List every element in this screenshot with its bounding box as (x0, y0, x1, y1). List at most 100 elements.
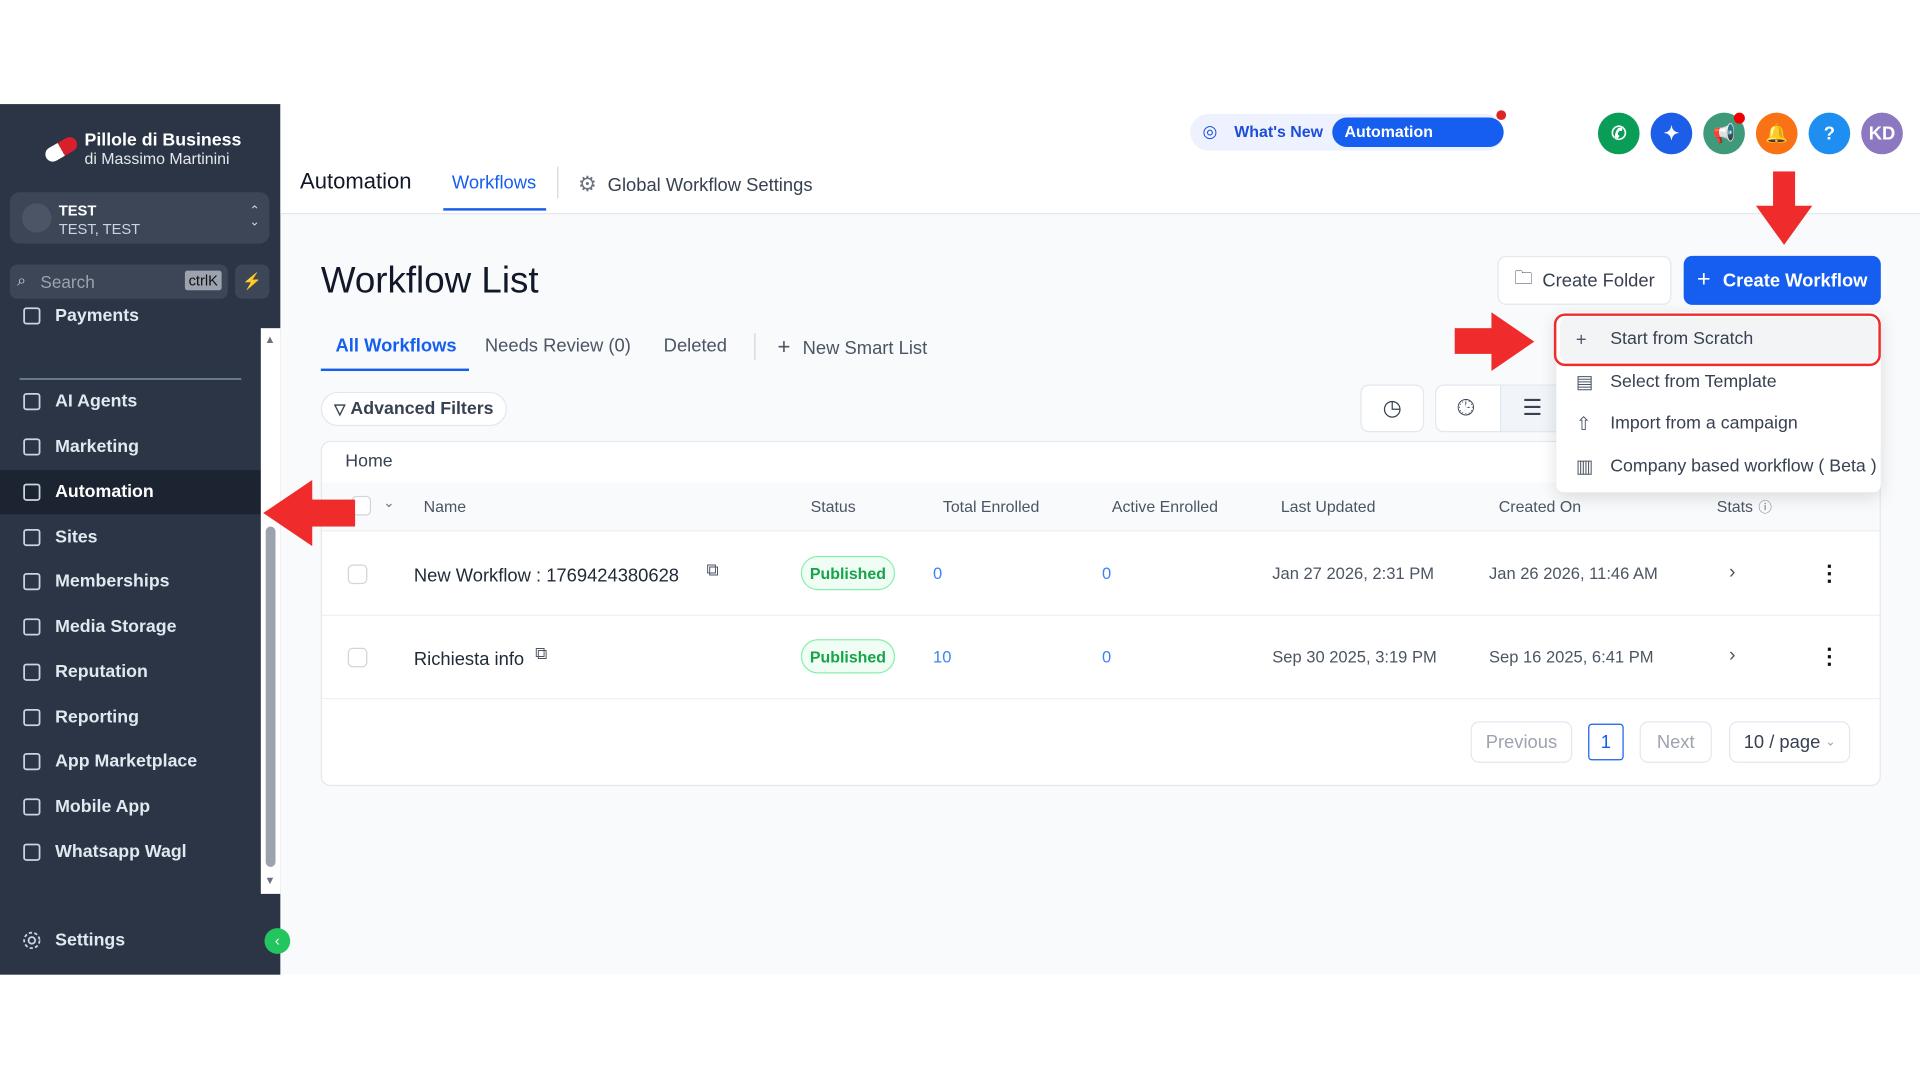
phone-icon[interactable]: ✆ (1597, 112, 1640, 155)
column-header-last-updated[interactable]: Last Updated (1280, 497, 1376, 516)
sidebar-item-label: Settings (55, 930, 126, 951)
sidebar-item-mobile-app[interactable]: Mobile App (0, 785, 261, 829)
new-smart-list-button[interactable]: + New Smart List (778, 334, 928, 360)
collapse-sidebar-button[interactable]: ‹ (264, 928, 291, 954)
status-badge: Published (800, 639, 896, 674)
created-on: Jan 26 2026, 11:46 AM (1488, 564, 1658, 583)
chevron-down-icon[interactable]: ⌄ (383, 495, 395, 511)
automation-updates-button[interactable]: Automation Updates (1332, 117, 1504, 170)
divider (557, 166, 559, 199)
external-link-icon[interactable]: ⧉ (706, 559, 719, 580)
scroll-down-icon[interactable]: ▼ (264, 874, 276, 887)
brand-subtitle: di Massimo Martinini (84, 149, 230, 168)
breadcrumb[interactable]: Home (345, 451, 393, 472)
column-header-stats[interactable]: Stats (1716, 497, 1754, 516)
sidebar-item-label: Sites (55, 527, 98, 548)
row-checkbox[interactable] (347, 564, 368, 585)
chevron-right-icon[interactable]: › (1728, 645, 1736, 667)
sidebar-item-reputation[interactable]: Reputation (0, 650, 261, 694)
external-link-icon[interactable]: ⧉ (535, 642, 548, 663)
sidebar-item-label: Reputation (55, 662, 148, 683)
button-label: Create Workflow (1722, 270, 1868, 291)
table-row[interactable] (322, 533, 1880, 616)
chevron-down-icon: ⌄ (1825, 735, 1836, 749)
row-checkbox[interactable] (347, 647, 368, 668)
column-header-status[interactable]: Status (810, 497, 856, 516)
total-enrolled-link[interactable]: 10 (933, 647, 952, 667)
quick-action-bolt-icon[interactable]: ⚡ (235, 264, 270, 299)
menu-item-import-from-a-campaign[interactable]: ⇧ Import from a campaign (1559, 403, 1879, 445)
menu-item-select-from-template[interactable]: ▤ Select from Template (1559, 361, 1879, 403)
column-header-active-enrolled[interactable]: Active Enrolled (1111, 497, 1219, 516)
sidebar-scrollbar[interactable]: ▲ ▼ (260, 328, 281, 894)
more-options-icon[interactable]: ⋮ (1818, 644, 1841, 669)
sidebar-item-settings[interactable]: Settings (0, 918, 261, 962)
app-title: Automation (300, 168, 412, 194)
plus-icon: + (1697, 266, 1711, 293)
column-header-name[interactable]: Name (423, 497, 467, 516)
tab-global-workflow-settings[interactable]: ⚙ Global Workflow Settings (578, 173, 813, 197)
membership-icon (23, 573, 41, 591)
tab-deleted[interactable]: Deleted (663, 335, 727, 357)
sidebar-item-media-storage[interactable]: Media Storage (0, 605, 261, 649)
automation-icon (23, 483, 41, 501)
page-size-select[interactable]: 10 / page ⌄ (1728, 721, 1851, 763)
chart-icon (23, 708, 41, 727)
previous-page-button[interactable]: Previous (1470, 721, 1573, 763)
image-icon (23, 618, 41, 636)
clock-icon[interactable]: 🕒︎ (1457, 395, 1475, 421)
menu-item-start-from-scratch[interactable]: + Start from Scratch (1559, 318, 1879, 360)
more-options-icon[interactable]: ⋮ (1818, 560, 1841, 586)
account-switcher[interactable]: TEST TEST, TEST ⌃ ⌄ (9, 192, 270, 244)
search-shortcut: ctrlK (184, 270, 222, 291)
sidebar-item-whatsapp-wagl[interactable]: Whatsapp Wagl (0, 830, 261, 874)
whats-new-pill[interactable]: ◎ What's New Automation Updates (1190, 110, 1507, 170)
megaphone-icon[interactable]: 📢 (1703, 112, 1745, 155)
menu-item-label: Company based workflow ( Beta ) (1610, 456, 1877, 476)
menu-item-company-based-workflow-beta[interactable]: ▥ Company based workflow ( Beta ) (1559, 445, 1879, 487)
advanced-filters-button[interactable]: ▽ Advanced Filters (320, 391, 507, 427)
tab-label: Global Workflow Settings (607, 174, 813, 196)
sidebar-item-reporting[interactable]: Reporting (0, 696, 261, 740)
brand-name: Pillole di Business (84, 131, 242, 151)
ai-sparkle-icon[interactable]: ✦ (1650, 112, 1693, 155)
active-enrolled-link[interactable]: 0 (1102, 647, 1112, 667)
tab-underline (443, 208, 547, 211)
gear-icon: ⚙ (577, 172, 597, 196)
column-header-total-enrolled[interactable]: Total Enrolled (942, 497, 1040, 516)
info-icon[interactable]: ⓘ (1758, 500, 1772, 516)
tab-workflows[interactable]: Workflows (451, 172, 537, 194)
create-folder-button[interactable]: 🗀 Create Folder (1497, 255, 1672, 305)
page-1-button[interactable]: 1 (1588, 723, 1624, 761)
sidebar-item-sites[interactable]: Sites (0, 516, 261, 560)
workflow-name-link[interactable]: Richiesta info (413, 648, 525, 670)
help-icon[interactable]: ? (1808, 112, 1851, 155)
sidebar-item-app-marketplace[interactable]: App Marketplace (0, 740, 261, 784)
create-workflow-button[interactable]: + Create Workflow (1683, 255, 1881, 305)
scroll-up-icon[interactable]: ▲ (264, 333, 276, 346)
workflow-name-link[interactable]: New Workflow : 1769424380628 (413, 565, 680, 587)
avatar[interactable]: KD (1861, 112, 1903, 155)
account-sub: TEST, TEST (58, 220, 141, 238)
view-toggle: 🕒︎ ☰ (1435, 384, 1564, 433)
list-view-icon[interactable]: ☰ (1500, 385, 1564, 432)
tab-needs-review[interactable]: Needs Review (0) (484, 335, 631, 357)
tab-all-workflows[interactable]: All Workflows (335, 335, 457, 357)
sidebar-item-marketing[interactable]: Marketing (0, 425, 261, 469)
sidebar-item-payments[interactable]: Payments (0, 294, 261, 338)
sidebar-item-ai-agents[interactable]: AI Agents (0, 380, 261, 424)
active-enrolled-link[interactable]: 0 (1102, 564, 1112, 583)
total-enrolled-link[interactable]: 0 (933, 564, 943, 583)
table-row[interactable] (322, 616, 1880, 700)
chevron-right-icon[interactable]: › (1728, 562, 1736, 583)
next-page-button[interactable]: Next (1639, 721, 1712, 763)
column-header-created-on[interactable]: Created On (1498, 497, 1582, 516)
bell-icon[interactable]: 🔔 (1755, 112, 1798, 155)
menu-item-label: Select from Template (1610, 371, 1777, 392)
sidebar-item-memberships[interactable]: Memberships (0, 560, 261, 604)
history-icon[interactable]: ◷ (1360, 384, 1425, 433)
scroll-thumb[interactable] (265, 526, 276, 867)
sidebar-item-automation[interactable]: Automation (0, 470, 261, 515)
search-input[interactable]: ⌕ Search ctrlK (9, 264, 228, 299)
top-header (280, 104, 1920, 215)
